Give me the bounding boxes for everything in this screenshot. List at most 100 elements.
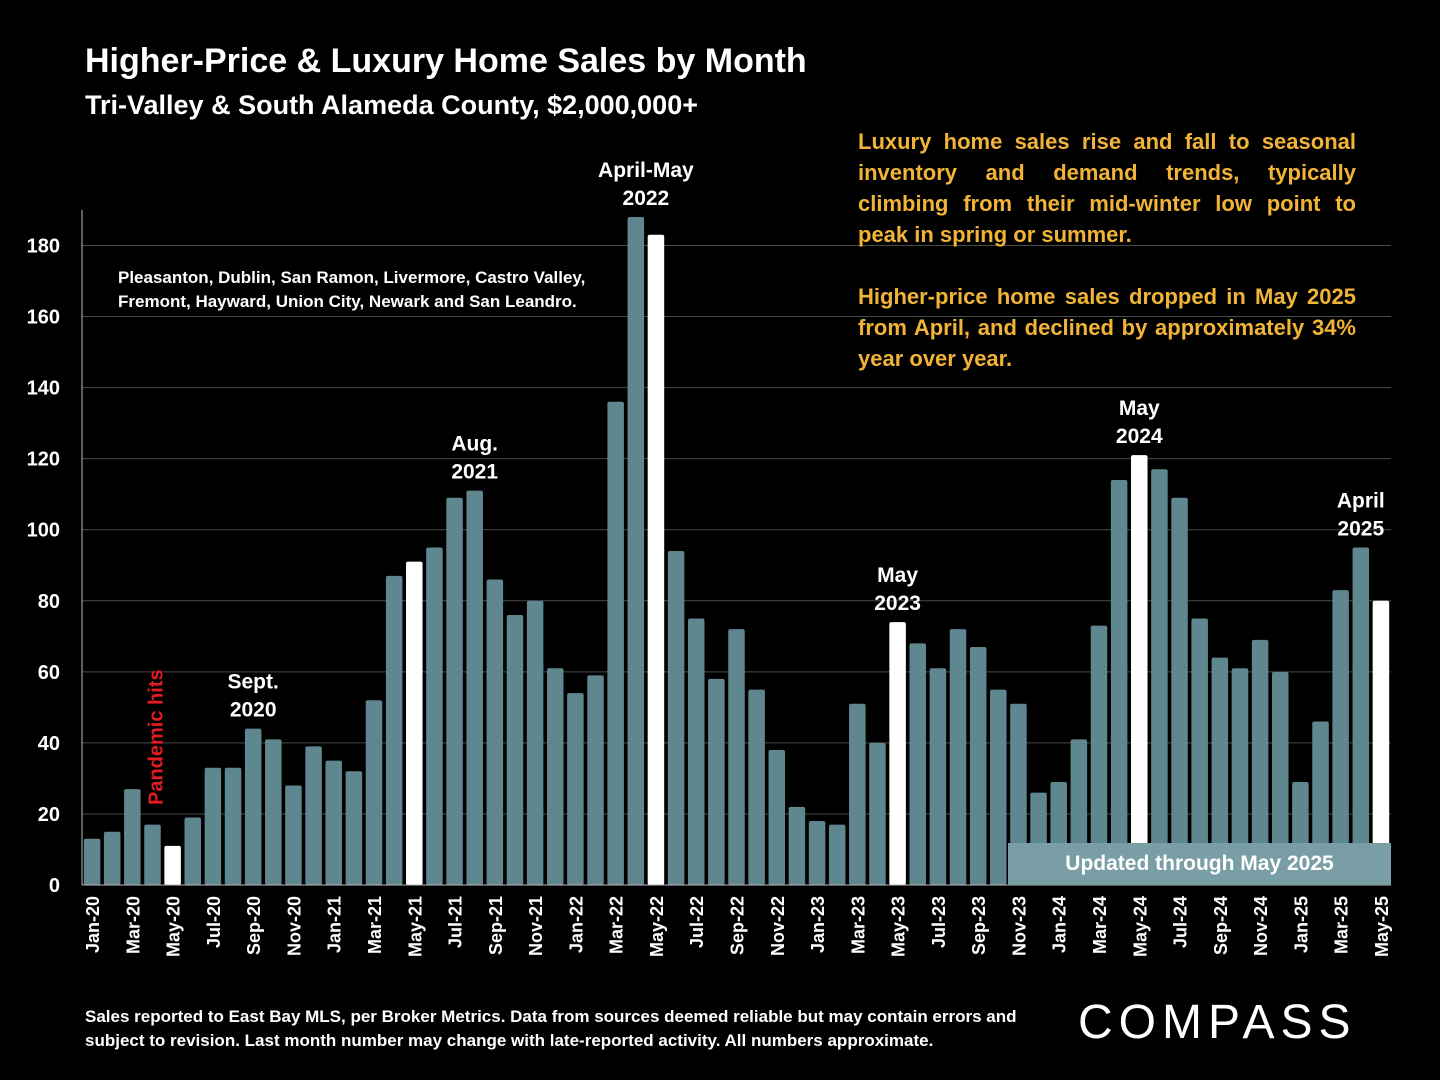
peak-annotation: 2024 [1116, 425, 1163, 448]
bar [889, 622, 906, 885]
bar [1211, 657, 1229, 885]
y-tick-label: 100 [27, 520, 60, 542]
x-tick-label: Jan-24 [1050, 896, 1070, 953]
y-tick-label: 60 [38, 662, 60, 684]
peak-annotation: May [1119, 397, 1160, 420]
bar [345, 771, 363, 885]
x-tick-label: Mar-22 [607, 896, 627, 954]
peak-annotation: April-May [598, 159, 694, 182]
x-tick-label: Nov-21 [526, 896, 546, 956]
pandemic-annotation: Pandemic hits [145, 669, 167, 805]
x-tick-label: Nov-22 [768, 896, 788, 956]
bar [365, 700, 383, 885]
x-tick-label: Mar-25 [1332, 896, 1352, 954]
chart-subtitle: Tri-Valley & South Alameda County, $2,00… [85, 90, 698, 120]
source-footnote: Sales reported to East Bay MLS, per Brok… [85, 1007, 1017, 1050]
x-tick-label: Sep-21 [486, 896, 506, 955]
bar [466, 490, 483, 885]
bar [1110, 479, 1128, 885]
bar [103, 831, 121, 885]
bar [607, 401, 624, 885]
compass-logo: COMPASS [1078, 996, 1356, 1046]
bar [426, 547, 443, 885]
x-tick-label: Nov-20 [284, 896, 304, 956]
peak-annotation: 2021 [451, 461, 498, 484]
x-tick-label: Nov-24 [1251, 896, 1271, 956]
bar [164, 845, 181, 885]
bar [647, 234, 665, 885]
x-tick-label: Sep-22 [728, 896, 748, 955]
y-tick-label: 120 [27, 449, 60, 471]
x-tick-label: Sep-20 [244, 896, 264, 955]
bar [1010, 703, 1027, 885]
bar [1271, 671, 1289, 885]
bar [909, 643, 927, 885]
x-axis: Jan-20 Mar-20 May-20 Jul-20 Sep-20 Nov-20 Jan-… [82, 884, 1392, 957]
bar [788, 806, 806, 885]
y-axis: 0 20 40 60 80 100 120 140 160 180 [27, 209, 83, 897]
bar [1231, 668, 1249, 885]
bar [768, 749, 786, 885]
commentary-paragraph: Luxury home sales rise and fall to seaso… [858, 129, 1356, 247]
x-tick-label: Sep-24 [1211, 896, 1231, 955]
bar [869, 742, 886, 885]
bar [406, 561, 423, 885]
x-tick-label: Mar-23 [848, 896, 868, 954]
bar [1352, 547, 1370, 885]
x-tick-label: May-20 [164, 896, 184, 957]
commentary: Luxury home sales rise and fall to seaso… [858, 126, 1356, 374]
bar [265, 739, 282, 885]
bar [546, 668, 564, 885]
bars [83, 217, 1390, 885]
x-tick-label: May-25 [1372, 896, 1392, 957]
x-tick-label: Jan-22 [566, 896, 586, 953]
bar [748, 689, 765, 885]
x-tick-label: Jul-22 [687, 896, 707, 948]
bar [687, 618, 705, 885]
y-tick-label: 40 [38, 733, 60, 755]
x-tick-label: Sep-23 [969, 896, 989, 955]
bar [83, 838, 101, 885]
bar [446, 497, 463, 885]
y-tick-label: 160 [27, 307, 60, 329]
peak-annotation: April [1337, 489, 1385, 512]
chart-title: Higher-Price & Luxury Home Sales by Mont… [85, 42, 807, 80]
bar [929, 668, 947, 885]
bar [1372, 600, 1390, 885]
bar [285, 785, 302, 885]
x-tick-label: Mar-24 [1090, 896, 1110, 954]
bar [627, 217, 645, 885]
peak-annotation: 2025 [1337, 517, 1384, 540]
x-tick-label: Mar-20 [123, 896, 143, 954]
x-tick-label: May-24 [1130, 896, 1150, 957]
x-tick-label: Jul-24 [1171, 896, 1191, 948]
bar [969, 646, 987, 885]
y-tick-label: 20 [38, 804, 60, 826]
y-tick-label: 0 [49, 875, 60, 897]
bar [990, 689, 1007, 885]
cities-note: Pleasanton, Dublin, San Ramon, Livermore… [118, 268, 586, 311]
x-tick-label: Jan-21 [325, 896, 345, 953]
x-tick-label: Jul-21 [446, 896, 466, 948]
bar [1151, 469, 1168, 885]
bar [305, 746, 322, 885]
y-tick-label: 80 [38, 591, 60, 613]
bar [1171, 497, 1188, 885]
y-tick-label: 180 [27, 235, 60, 257]
x-tick-label: Nov-23 [1009, 896, 1029, 956]
bar [949, 629, 967, 885]
bar [385, 575, 403, 885]
bar [587, 675, 604, 885]
x-tick-label: Jan-25 [1291, 896, 1311, 953]
x-tick-label: Jan-23 [808, 896, 828, 953]
bar [1251, 639, 1269, 885]
logo-text: COMPASS [1078, 996, 1356, 1046]
x-tick-label: May-22 [647, 896, 667, 957]
x-tick-label: May-23 [889, 896, 909, 957]
bar [849, 703, 866, 885]
bar [808, 821, 826, 885]
bar [124, 789, 141, 885]
bar [1332, 590, 1349, 885]
bar [828, 824, 846, 885]
